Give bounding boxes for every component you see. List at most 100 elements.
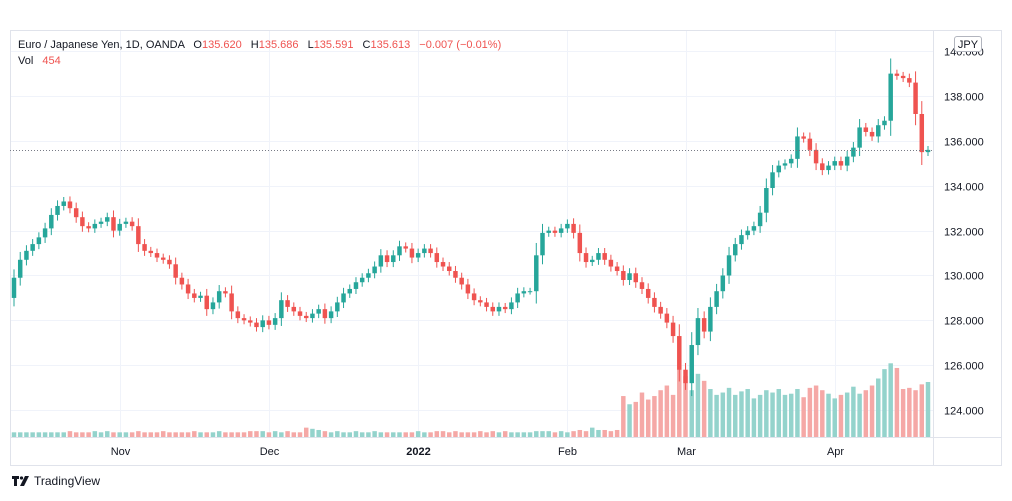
candle-body	[764, 188, 769, 213]
candle-body	[359, 277, 365, 283]
candle-body	[571, 223, 576, 233]
volume-bar	[341, 432, 346, 437]
candle-body	[546, 230, 551, 233]
volume-bar	[925, 382, 931, 437]
candle-body	[602, 253, 607, 260]
price-tick-label: 130.000	[944, 271, 984, 283]
candle-body	[496, 306, 502, 312]
volume-bar	[154, 432, 160, 437]
candle-body	[322, 309, 328, 319]
volume-bar	[919, 384, 925, 437]
volume-label[interactable]: Vol	[18, 55, 34, 67]
volume-bar	[148, 432, 154, 437]
volume-bar	[446, 432, 452, 437]
volume-bar	[558, 431, 564, 437]
volume-bar	[459, 432, 464, 437]
footer-attribution[interactable]: TradingView	[12, 474, 100, 488]
volume-bar	[465, 432, 471, 437]
volume-bar	[49, 432, 54, 437]
candle-body	[303, 315, 309, 319]
volume-bar	[733, 394, 738, 437]
price-tick-label: 128.000	[944, 316, 984, 328]
candle-body	[502, 306, 508, 310]
time-tick-label: Dec	[260, 446, 280, 458]
price-tick-label: 134.000	[944, 182, 984, 194]
candle-body	[459, 277, 464, 285]
volume-bar	[913, 390, 918, 437]
candle-body	[160, 257, 166, 260]
candle-body	[714, 291, 719, 307]
volume-bar	[608, 431, 614, 437]
volume-bar	[384, 432, 390, 437]
volume-bar	[502, 431, 508, 437]
volume-bar	[272, 431, 278, 437]
candle-body	[888, 73, 893, 121]
open-label: O	[193, 39, 202, 51]
candle-body	[185, 284, 191, 294]
volume-bar	[627, 404, 632, 437]
volume-bar	[801, 397, 806, 437]
close-label: C	[362, 39, 371, 51]
currency-badge[interactable]: JPY	[954, 36, 982, 52]
volume-bar	[770, 392, 775, 437]
candle-body	[863, 127, 869, 132]
candles	[11, 58, 931, 397]
volume-bar	[359, 432, 365, 437]
volume-bar	[527, 432, 533, 437]
price-tick-label: 136.000	[944, 137, 984, 149]
volume-bar	[409, 432, 415, 437]
volume-bar	[297, 432, 303, 437]
candle-body	[198, 295, 203, 298]
chart-frame	[10, 30, 1002, 466]
candle-body	[726, 255, 732, 276]
time-tick-label: 2022	[406, 446, 430, 458]
volume-bar	[142, 432, 147, 437]
volume-bar	[366, 432, 371, 437]
candle-body	[894, 73, 900, 76]
candle-body	[335, 302, 340, 312]
candle-body	[645, 288, 651, 298]
volume-bar	[266, 432, 272, 437]
candle-body	[701, 318, 707, 332]
volume-bar	[223, 432, 228, 437]
price-tick-label: 124.000	[944, 406, 984, 418]
candle-body	[627, 273, 632, 280]
volume-bar	[471, 432, 477, 437]
volume-bar	[708, 389, 713, 437]
candle-body	[801, 136, 806, 139]
candle-body	[658, 306, 663, 314]
candle-body	[310, 313, 315, 319]
volume-bar	[210, 432, 216, 437]
candle-body	[820, 163, 825, 171]
volume-value: 454	[42, 55, 61, 67]
candle-body	[391, 255, 396, 263]
candle-body	[558, 228, 564, 233]
volume-bar	[422, 432, 427, 437]
volume-bar	[900, 389, 906, 437]
volume-bar	[621, 396, 626, 437]
candle-body	[534, 255, 539, 292]
volume-bar	[229, 432, 234, 437]
candle-body	[341, 293, 346, 303]
candle-body	[478, 300, 483, 303]
candle-body	[117, 223, 122, 231]
candle-body	[136, 226, 141, 245]
volume-bar	[540, 431, 545, 437]
open-value: 135.620	[201, 39, 242, 51]
candle-body	[695, 318, 701, 346]
volume-bar	[701, 380, 707, 437]
candle-body	[844, 156, 850, 166]
candle-body	[565, 223, 570, 229]
candle-body	[347, 288, 352, 294]
candle-body	[577, 232, 583, 254]
low-value: 135.591	[313, 39, 354, 51]
candle-body	[254, 322, 259, 328]
candle-body	[440, 262, 446, 267]
candle-body	[204, 295, 209, 310]
volume-bar	[907, 387, 912, 437]
symbol-title[interactable]: Euro / Japanese Yen, 1D, OANDA	[18, 39, 185, 51]
candle-body	[291, 306, 297, 312]
volume-bar	[577, 429, 583, 437]
candle-body	[98, 221, 104, 224]
